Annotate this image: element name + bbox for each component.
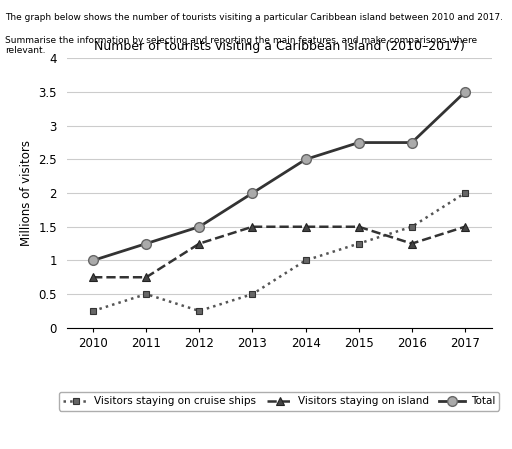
- Y-axis label: Millions of visitors: Millions of visitors: [19, 140, 33, 246]
- Text: Summarise the information by selecting and reporting the main features, and make: Summarise the information by selecting a…: [5, 36, 477, 55]
- Text: The graph below shows the number of tourists visiting a particular Caribbean isl: The graph below shows the number of tour…: [5, 13, 503, 22]
- Title: Number of tourists visiting a Caribbean island (2010–2017): Number of tourists visiting a Caribbean …: [94, 40, 464, 53]
- Legend: Visitors staying on cruise ships, Visitors staying on island, Total: Visitors staying on cruise ships, Visito…: [59, 392, 499, 410]
